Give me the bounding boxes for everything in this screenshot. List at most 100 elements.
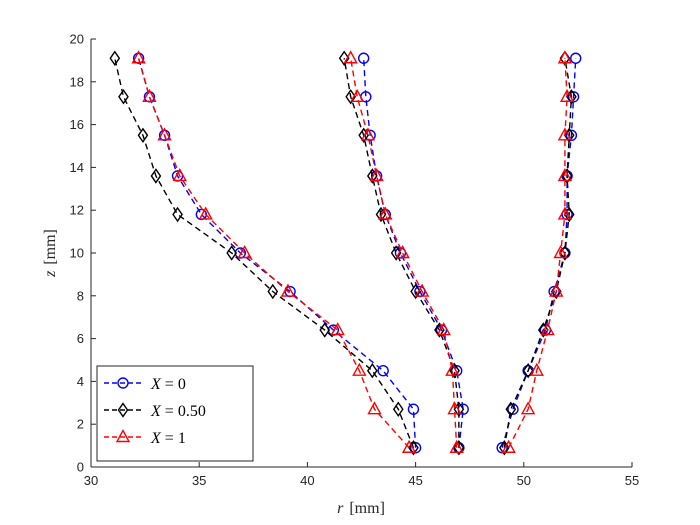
series-2-branch-0-point-3 bbox=[330, 322, 345, 336]
series-2-branch-0-point-9 bbox=[142, 88, 157, 102]
series-2-branch-2-point-8 bbox=[557, 127, 573, 141]
series-layer bbox=[109, 50, 582, 456]
series-2-branch-1-point-5 bbox=[395, 245, 410, 259]
legend-entry-2: X = 1 bbox=[104, 429, 186, 447]
series-2-branch-1-point-7 bbox=[369, 167, 384, 182]
legend-marker-1 bbox=[117, 402, 129, 418]
series-2-branch-2-point-6 bbox=[557, 206, 573, 220]
series-2-branch-2-point-2 bbox=[529, 362, 544, 376]
series-2-branch-1-point-2 bbox=[445, 362, 460, 376]
series-1-branch-0-point-7 bbox=[150, 168, 162, 184]
series-1-branch-1-point-9 bbox=[345, 89, 357, 105]
series-1-branch-1-point-5 bbox=[390, 245, 402, 261]
legend-marker-shape-0 bbox=[117, 377, 129, 389]
series-1-branch-0-point-1 bbox=[392, 401, 404, 417]
legend-marker-0 bbox=[117, 377, 129, 389]
series-1-branch-1-point-7 bbox=[366, 168, 378, 184]
series-2-branch-1-point-8 bbox=[360, 127, 376, 141]
legend-label-2: X = 1 bbox=[150, 430, 186, 447]
series-1-branch-1-line bbox=[343, 58, 460, 448]
ticks-layer: 30 35 40 45 50 55 0 2 4 6 8 10 12 14 16 18 20 bbox=[70, 32, 640, 489]
series-2-branch-0-point-8 bbox=[157, 127, 172, 141]
series-0-branch-0-point-1 bbox=[407, 403, 420, 415]
y-tick-label-1: 2 bbox=[77, 417, 84, 432]
series-2-branch-2-point-3 bbox=[540, 322, 555, 336]
x-tick-label-0: 30 bbox=[84, 473, 98, 488]
y-tick-label-3: 6 bbox=[77, 331, 84, 346]
y-tick-label-0: 0 bbox=[77, 460, 84, 475]
series-1-branch-2-point-1 bbox=[505, 401, 517, 417]
y-tick-label-4: 8 bbox=[77, 288, 84, 303]
series-2-branch-0-point-10 bbox=[131, 50, 146, 64]
series-2-branch-1-point-0 bbox=[449, 439, 464, 453]
series-2-branch-0-point-5 bbox=[237, 245, 252, 259]
series-2-branch-1-point-6 bbox=[378, 206, 393, 220]
legend-marker-2 bbox=[115, 429, 131, 443]
series-0-branch-0-point-2 bbox=[377, 365, 389, 377]
series-1-branch-2-point-0 bbox=[498, 440, 510, 456]
y-tick-label-7: 14 bbox=[70, 160, 84, 175]
series-2-branch-1-point-3 bbox=[436, 322, 451, 336]
series-2-branch-2-line bbox=[508, 58, 568, 449]
series-2-branch-0-point-1 bbox=[367, 401, 382, 415]
series-1-branch-0-point-8 bbox=[137, 127, 149, 144]
legend-marker-shape-1 bbox=[117, 402, 129, 418]
series-2-branch-2-point-7 bbox=[557, 167, 573, 182]
series-2-branch-1-point-1 bbox=[447, 401, 462, 415]
legend: X = 0 X = 0.50 X = 1 bbox=[96, 365, 254, 462]
series-1-branch-1-point-4 bbox=[410, 283, 421, 300]
series-1-branch-0-point-10 bbox=[109, 50, 121, 66]
legend-entry-0: X = 0 bbox=[104, 376, 186, 393]
y-tick-label-5: 10 bbox=[70, 246, 84, 261]
series-2-branch-0-point-2 bbox=[352, 362, 367, 376]
series-2-branch-2-point-10 bbox=[557, 50, 573, 64]
x-tick-label-3: 45 bbox=[408, 473, 422, 488]
series-1-branch-0-point-2 bbox=[366, 362, 378, 379]
series-2-branch-2-point-9 bbox=[559, 88, 575, 102]
series-1-branch-1-point-6 bbox=[375, 206, 387, 223]
series-1-branch-2-point-7 bbox=[561, 168, 573, 184]
series-0-branch-2-point-10 bbox=[570, 52, 582, 64]
series-2-branch-1-line bbox=[349, 58, 458, 448]
series-1-branch-2-point-3 bbox=[537, 322, 549, 338]
series-2-branch-2-point-0 bbox=[501, 439, 516, 453]
legend-marker-shape-2 bbox=[115, 429, 131, 443]
series-2-branch-1-point-10 bbox=[343, 50, 358, 64]
series-1-branch-1-point-1 bbox=[453, 401, 465, 417]
legend-label-0: X = 0 bbox=[150, 376, 186, 393]
x-tick-label-2: 40 bbox=[300, 473, 314, 488]
y-tick-label-2: 4 bbox=[77, 374, 84, 389]
series-1-branch-2-point-8 bbox=[563, 127, 575, 144]
series-1-branch-2-point-2 bbox=[522, 362, 534, 379]
series-1-branch-2-point-5 bbox=[559, 245, 571, 261]
series-1-branch-1-point-0 bbox=[453, 440, 465, 456]
y-tick-label-6: 12 bbox=[70, 203, 84, 218]
x-tick-label-5: 55 bbox=[625, 473, 639, 488]
series-2-branch-1-point-9 bbox=[349, 88, 365, 102]
y-tick-label-9: 18 bbox=[70, 74, 84, 89]
y-axis-label: z[mm] bbox=[42, 229, 59, 278]
x-tick-label-4: 50 bbox=[517, 473, 531, 488]
series-2-branch-2-point-1 bbox=[520, 401, 536, 415]
series-0-branch-1-line bbox=[362, 58, 464, 448]
series-1-branch-0-point-5 bbox=[226, 245, 238, 261]
series-1-branch-0-point-3 bbox=[319, 322, 331, 338]
series-1-branch-0-point-4 bbox=[267, 283, 279, 300]
series-1-branch-0-point-0 bbox=[408, 440, 419, 456]
series-1-branch-2-point-9 bbox=[566, 89, 577, 105]
series-2-branch-0-point-0 bbox=[401, 439, 417, 453]
y-tick-label-10: 20 bbox=[70, 32, 84, 47]
series-2-branch-0-point-6 bbox=[198, 206, 213, 220]
series-2-branch-0-point-7 bbox=[172, 167, 187, 182]
series-2-branch-0-point-4 bbox=[280, 283, 296, 297]
series-1-branch-1-point-2 bbox=[449, 362, 460, 379]
legend-label-1: X = 0.50 bbox=[150, 403, 206, 420]
series-1-branch-0-point-6 bbox=[172, 206, 183, 223]
legend-box bbox=[96, 365, 254, 462]
x-axis-label: r [mm] bbox=[337, 500, 385, 517]
y-tick-label-8: 16 bbox=[70, 117, 84, 132]
series-2-branch-0-line bbox=[137, 58, 410, 449]
series-1-branch-0-point-9 bbox=[118, 89, 129, 105]
series-0-branch-1-point-10 bbox=[357, 52, 370, 64]
